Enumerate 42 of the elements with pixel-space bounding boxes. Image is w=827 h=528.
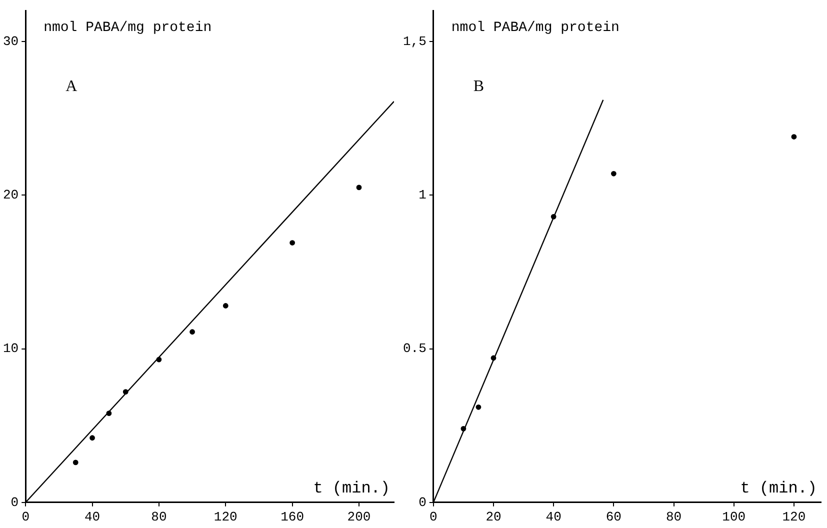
annotation: A <box>66 78 78 95</box>
x-tick-label: 60 <box>606 510 622 525</box>
point <box>222 303 228 308</box>
x-tick-label: 100 <box>722 510 746 525</box>
x-tick-label: 120 <box>782 510 806 525</box>
x-tick-label: 20 <box>486 510 502 525</box>
y-tick-label: 30 <box>2 34 19 49</box>
x-tick-label: 0 <box>22 510 30 525</box>
y-tick-label: 0.5 <box>403 341 426 356</box>
y-tick-label: 0 <box>10 494 19 510</box>
point <box>610 170 616 176</box>
point <box>72 460 78 466</box>
point <box>490 355 496 361</box>
x-tick-label: 40 <box>84 510 100 525</box>
y-tick-label: 0 <box>418 494 426 510</box>
x-tick-label: 40 <box>546 510 562 525</box>
x-tick-label: 80 <box>666 510 682 525</box>
point <box>90 435 95 441</box>
y-tick-label: 1,5 <box>403 34 426 49</box>
y-tick-label: 10 <box>2 341 19 356</box>
point <box>791 134 797 140</box>
point <box>290 240 296 246</box>
y-axis-title: nmol PABA/mg protein <box>451 20 620 36</box>
annotation: B <box>473 78 484 95</box>
point <box>460 426 466 432</box>
y-tick-label: 20 <box>2 188 19 203</box>
point <box>122 389 128 394</box>
x-tick-label: 160 <box>280 510 304 525</box>
point <box>356 184 362 190</box>
x-axis-title: t (min.) <box>740 479 817 498</box>
point <box>156 356 162 362</box>
x-axis-title: t (min.) <box>313 479 390 498</box>
point <box>190 329 195 335</box>
y-axis-title: nmol PABA/mg protein <box>44 20 212 36</box>
y-tick-label: 1 <box>418 188 427 203</box>
point <box>476 404 482 410</box>
point <box>550 214 556 220</box>
x-tick-label: 200 <box>347 510 371 525</box>
point <box>106 410 112 416</box>
x-tick-label: 80 <box>151 510 167 525</box>
x-tick-label: 0 <box>430 510 438 525</box>
x-tick-label: 120 <box>214 510 238 525</box>
